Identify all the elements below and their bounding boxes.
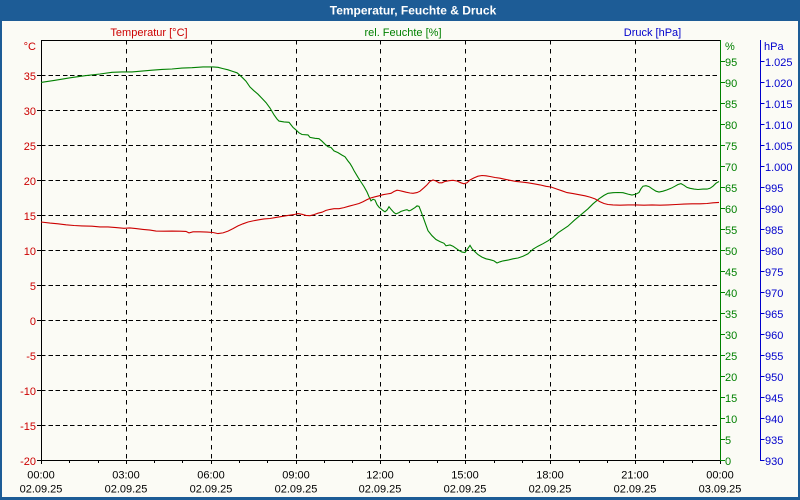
svg-text:985: 985 xyxy=(765,225,783,237)
svg-text:Temperatur [°C]: Temperatur [°C] xyxy=(110,27,187,39)
svg-text:°C: °C xyxy=(24,41,36,53)
svg-text:960: 960 xyxy=(765,330,783,342)
svg-text:15: 15 xyxy=(24,211,36,223)
svg-text:12:00: 12:00 xyxy=(366,470,394,482)
svg-text:940: 940 xyxy=(765,414,783,426)
svg-text:09:00: 09:00 xyxy=(282,470,310,482)
svg-text:10: 10 xyxy=(725,414,737,426)
svg-text:935: 935 xyxy=(765,435,783,447)
svg-text:25: 25 xyxy=(24,141,36,153)
svg-text:995: 995 xyxy=(765,183,783,195)
svg-text:970: 970 xyxy=(765,288,783,300)
svg-text:95: 95 xyxy=(725,57,737,69)
svg-text:-15: -15 xyxy=(20,421,36,433)
svg-text:00:00: 00:00 xyxy=(27,470,55,482)
svg-text:965: 965 xyxy=(765,309,783,321)
svg-text:85: 85 xyxy=(725,99,737,111)
svg-text:00:00: 00:00 xyxy=(706,470,734,482)
svg-text:03:00: 03:00 xyxy=(112,470,140,482)
svg-text:40: 40 xyxy=(725,288,737,300)
svg-text:-20: -20 xyxy=(20,456,36,468)
svg-text:1.025: 1.025 xyxy=(765,57,793,69)
svg-text:Druck [hPa]: Druck [hPa] xyxy=(624,27,681,39)
svg-text:80: 80 xyxy=(725,120,737,132)
svg-text:06:00: 06:00 xyxy=(197,470,225,482)
svg-text:45: 45 xyxy=(725,267,737,279)
svg-text:02.09.25: 02.09.25 xyxy=(529,484,572,496)
svg-text:hPa: hPa xyxy=(764,41,784,53)
svg-text:975: 975 xyxy=(765,267,783,279)
svg-text:02.09.25: 02.09.25 xyxy=(614,484,657,496)
svg-text:75: 75 xyxy=(725,141,737,153)
svg-text:21:00: 21:00 xyxy=(621,470,649,482)
svg-text:55: 55 xyxy=(725,225,737,237)
svg-text:950: 950 xyxy=(765,372,783,384)
svg-text:02.09.25: 02.09.25 xyxy=(275,484,318,496)
svg-text:Temperatur, Feuchte & Druck: Temperatur, Feuchte & Druck xyxy=(330,3,497,17)
svg-text:0: 0 xyxy=(725,456,731,468)
svg-text:03.09.25: 03.09.25 xyxy=(699,484,742,496)
svg-text:90: 90 xyxy=(725,78,737,90)
svg-text:15: 15 xyxy=(725,393,737,405)
svg-text:-5: -5 xyxy=(26,351,36,363)
svg-text:15:00: 15:00 xyxy=(451,470,479,482)
svg-text:10: 10 xyxy=(24,246,36,258)
svg-text:1.005: 1.005 xyxy=(765,141,793,153)
svg-text:1.015: 1.015 xyxy=(765,99,793,111)
svg-text:955: 955 xyxy=(765,351,783,363)
svg-text:70: 70 xyxy=(725,162,737,174)
svg-text:5: 5 xyxy=(725,435,731,447)
svg-text:02.09.25: 02.09.25 xyxy=(20,484,63,496)
svg-text:02.09.25: 02.09.25 xyxy=(359,484,402,496)
svg-text:25: 25 xyxy=(725,351,737,363)
svg-text:rel. Feuchte [%]: rel. Feuchte [%] xyxy=(364,27,441,39)
svg-text:-10: -10 xyxy=(20,386,36,398)
svg-text:60: 60 xyxy=(725,204,737,216)
svg-text:02.09.25: 02.09.25 xyxy=(190,484,233,496)
svg-text:50: 50 xyxy=(725,246,737,258)
svg-text:02.09.25: 02.09.25 xyxy=(444,484,487,496)
svg-text:18:00: 18:00 xyxy=(536,470,564,482)
svg-text:35: 35 xyxy=(725,309,737,321)
svg-text:1.010: 1.010 xyxy=(765,120,793,132)
svg-text:990: 990 xyxy=(765,204,783,216)
svg-text:0: 0 xyxy=(30,316,36,328)
svg-text:20: 20 xyxy=(725,372,737,384)
svg-text:20: 20 xyxy=(24,176,36,188)
svg-text:35: 35 xyxy=(24,71,36,83)
svg-text:945: 945 xyxy=(765,393,783,405)
svg-text:30: 30 xyxy=(725,330,737,342)
svg-text:930: 930 xyxy=(765,456,783,468)
svg-text:02.09.25: 02.09.25 xyxy=(105,484,148,496)
svg-text:65: 65 xyxy=(725,183,737,195)
svg-text:1.000: 1.000 xyxy=(765,162,793,174)
svg-text:1.020: 1.020 xyxy=(765,78,793,90)
svg-text:5: 5 xyxy=(30,281,36,293)
svg-text:980: 980 xyxy=(765,246,783,258)
svg-text:30: 30 xyxy=(24,106,36,118)
svg-text:%: % xyxy=(725,41,735,53)
